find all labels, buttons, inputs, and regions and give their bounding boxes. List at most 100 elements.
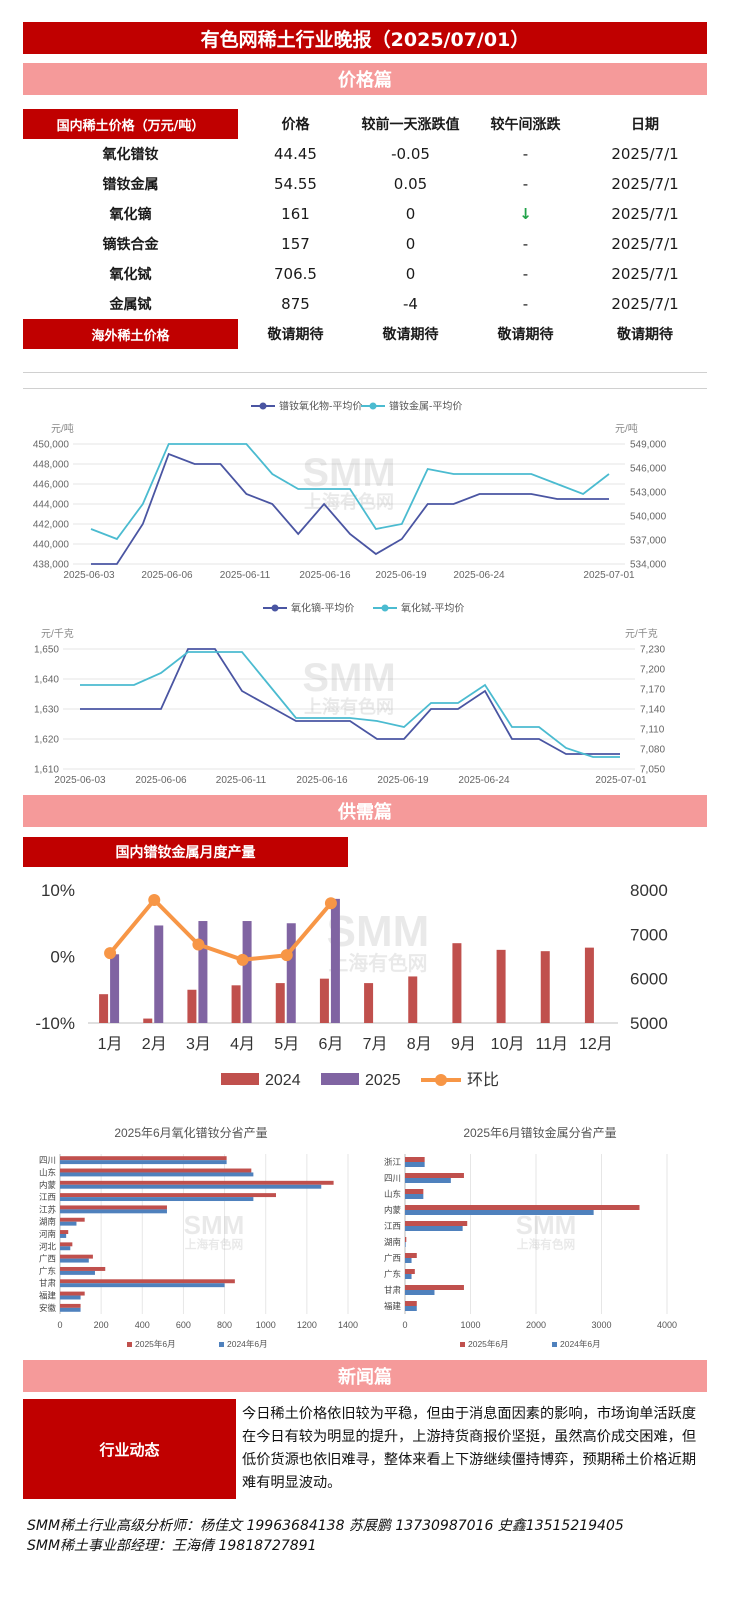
y-right-tick: 534,000 — [630, 560, 667, 571]
watermark-sub: 上海有色网 — [185, 1237, 243, 1251]
product-name: 氧化镝 — [109, 207, 152, 223]
x-tick: 2025-06-19 — [377, 775, 429, 786]
bar — [60, 1217, 85, 1222]
bar — [405, 1205, 640, 1210]
mom-point — [192, 938, 205, 951]
y-tick: 四川 — [384, 1173, 401, 1183]
bar — [60, 1234, 67, 1238]
noon-change: ↓ — [519, 205, 532, 223]
analyst-contacts: SMM稀土行业高级分析师：杨佳文 19963684138 苏展鹏 1373098… — [27, 1518, 624, 1534]
x-tick: 4月 — [230, 1036, 255, 1053]
bar — [405, 1162, 425, 1167]
x-tick: 2025-06-06 — [135, 775, 187, 786]
legend-marker — [381, 604, 389, 612]
mom-point — [236, 953, 249, 966]
change-value: -4 — [403, 295, 418, 313]
overseas-value: 敬请期待 — [617, 327, 673, 343]
y-right-tick: 546,000 — [630, 464, 667, 475]
y-right-unit: 元/千克 — [625, 628, 658, 640]
bar — [60, 1270, 95, 1275]
legend-swatch — [552, 1342, 557, 1347]
legend-swatch — [221, 1073, 259, 1085]
x-tick: 2025-06-03 — [63, 570, 115, 581]
price-value: 157 — [281, 235, 310, 253]
x-tick: 5月 — [274, 1036, 299, 1053]
x-tick: 1000 — [256, 1320, 276, 1330]
change-value: 0 — [405, 235, 416, 253]
y-right-tick: 7,140 — [640, 705, 665, 716]
watermark-logo: SMM — [184, 1210, 245, 1240]
bar — [60, 1307, 81, 1312]
y-right-tick: 7,230 — [640, 645, 665, 656]
y-tick: 广东 — [39, 1266, 56, 1276]
section-supply: 供需篇 — [23, 795, 707, 827]
monthly-output-title: 国内镨钕金属月度产量 — [23, 837, 348, 867]
watermark-logo: SMM — [302, 656, 395, 700]
product-name: 镝铁合金 — [102, 237, 159, 253]
legend-swatch — [460, 1342, 465, 1347]
bar — [60, 1160, 227, 1165]
y-left-tick: 1,610 — [34, 765, 59, 776]
overseas-value: 敬请期待 — [267, 327, 324, 343]
legend-label: 2025年6月 — [135, 1339, 176, 1349]
legend-label: 2024年6月 — [560, 1339, 601, 1349]
legend-label: 2025年6月 — [468, 1339, 509, 1349]
report-title: 有色网稀土行业晚报（2025/07/01） — [23, 22, 707, 54]
legend-label: 氧化铽-平均价 — [401, 602, 464, 615]
y-tick: 内蒙 — [39, 1180, 57, 1190]
watermark-sub: 上海有色网 — [304, 696, 394, 717]
y-left-tick: 10% — [41, 881, 75, 900]
bar — [405, 1226, 463, 1231]
x-tick: 8月 — [407, 1036, 432, 1053]
y-tick: 四川 — [39, 1155, 56, 1165]
bar — [496, 949, 506, 1023]
y-right-tick: 5000 — [630, 1014, 668, 1033]
y-left-tick: 440,000 — [33, 540, 70, 551]
y-tick: 福建 — [384, 1301, 402, 1311]
x-tick: 1000 — [460, 1320, 480, 1330]
price-date: 2025/7/1 — [611, 175, 679, 193]
legend-marker — [259, 402, 267, 410]
bar — [60, 1254, 93, 1259]
y-left-tick: 1,620 — [34, 735, 59, 746]
bar — [60, 1303, 81, 1308]
y-right-tick: 8000 — [630, 881, 668, 900]
y-tick: 江苏 — [39, 1204, 57, 1214]
y-right-tick: 7,170 — [640, 685, 665, 696]
oxide-province-chart: 2025年6月氧化镨钕分省产量 0 200 400 600 800 1000 1200 1400… — [39, 1125, 358, 1349]
noon-change: - — [522, 235, 529, 253]
y-left-tick: 446,000 — [33, 480, 70, 491]
y-left-tick: 1,640 — [34, 675, 59, 686]
y-tick: 广东 — [384, 1269, 401, 1279]
bar — [60, 1291, 85, 1296]
legend-label: 2024 — [265, 1072, 301, 1089]
change-value: 0 — [405, 265, 416, 283]
legend-marker — [369, 402, 377, 410]
bar — [60, 1156, 227, 1161]
x-tick: 2025-07-01 — [583, 570, 635, 581]
price-table-header: 国内稀土价格（万元/吨） 价格 较前一天涨跌值 较午间涨跌 日期 — [23, 109, 707, 139]
x-tick: 12月 — [579, 1036, 613, 1053]
y-right-tick: 6000 — [630, 970, 668, 989]
x-tick: 11月 — [535, 1036, 568, 1053]
y-tick: 内蒙 — [384, 1205, 402, 1215]
bar — [405, 1157, 425, 1162]
price-row: 镝铁合金 157 0 - 2025/7/1 — [23, 229, 707, 259]
legend-swatch — [127, 1342, 132, 1347]
y-tick: 安徽 — [39, 1303, 57, 1313]
y-tick: 山东 — [39, 1167, 56, 1177]
bar — [319, 978, 329, 1023]
y-right-tick: 7000 — [630, 925, 668, 944]
bar — [405, 1269, 415, 1274]
y-left-unit: 元/千克 — [41, 628, 74, 640]
bar — [60, 1168, 252, 1173]
x-tick: 7月 — [363, 1036, 388, 1053]
y-tick: 广西 — [384, 1253, 401, 1263]
noon-change: - — [522, 175, 529, 193]
bar — [60, 1209, 167, 1214]
bar — [60, 1295, 81, 1300]
news-row: 行业动态 今日稀土价格依旧较为平稳，但由于消息面因素的影响，市场询单活跃度在今日… — [23, 1399, 707, 1499]
bar — [110, 954, 120, 1023]
x-tick: 600 — [176, 1320, 191, 1330]
bar — [187, 989, 197, 1023]
